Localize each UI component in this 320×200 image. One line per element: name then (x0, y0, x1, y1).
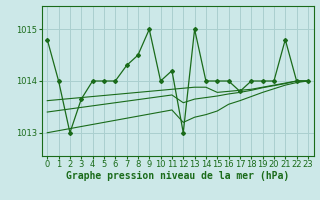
X-axis label: Graphe pression niveau de la mer (hPa): Graphe pression niveau de la mer (hPa) (66, 171, 289, 181)
